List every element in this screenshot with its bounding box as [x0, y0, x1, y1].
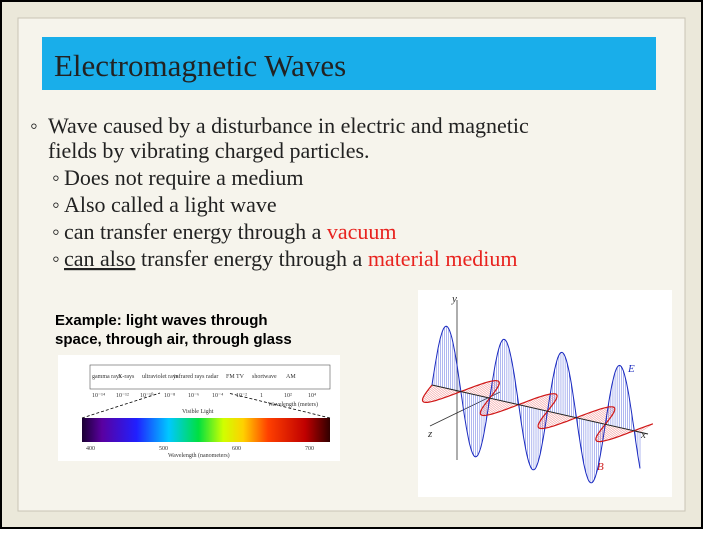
band-label: X-rays	[118, 374, 135, 380]
example-text: space, through air, through glass	[55, 331, 292, 348]
bullet-marker: ◦	[52, 219, 60, 244]
nm-tick: 600	[232, 446, 241, 452]
bullet-text: fields by vibrating charged particles.	[48, 138, 370, 163]
axis-label: x	[640, 429, 646, 441]
bullet-text: Wave caused by a disturbance in electric…	[48, 113, 529, 138]
band-label: infrared rays	[174, 373, 205, 380]
meter-tick: 10⁻⁶	[188, 393, 199, 399]
wave-image: y z x E B	[418, 290, 672, 497]
bullet-marker: ◦	[52, 246, 60, 271]
field-label: E	[627, 363, 635, 375]
band-label: TV	[236, 374, 245, 380]
meter-tick: 1	[260, 393, 263, 399]
band-label: shortwave	[252, 374, 277, 380]
image-bg	[58, 355, 340, 461]
nm-tick: 400	[86, 446, 95, 452]
bullet-marker: ◦	[52, 165, 60, 190]
highlight: vacuum	[327, 219, 397, 244]
bullet-marker: ◦	[30, 113, 38, 138]
highlight: material medium	[368, 246, 518, 271]
text-run: transfer energy through a	[135, 246, 367, 271]
page: {"slide": { "title": "Electromagnetic Wa…	[0, 0, 703, 529]
band-label: radar	[206, 374, 218, 380]
bullet-text: Also called a light wave	[64, 192, 277, 217]
title: Electromagnetic Waves	[54, 48, 346, 83]
underlined-run: can also	[64, 246, 135, 271]
visible-label: Visible Light	[182, 409, 214, 415]
slide: Electromagnetic Waves ◦ Wave caused by a…	[0, 0, 703, 529]
meter-tick: 10⁻²	[236, 393, 247, 399]
example-text: Example: light waves through	[55, 312, 268, 329]
band-label: FM	[226, 374, 235, 380]
axis-label: z	[427, 428, 433, 440]
nm-tick: 700	[305, 446, 314, 452]
meter-tick: 10⁻⁸	[164, 393, 175, 399]
text-run: can transfer energy through a	[64, 219, 327, 244]
axis-label: y	[451, 293, 457, 305]
meter-tick: 10⁻⁴	[212, 393, 223, 399]
bullet-text: can also transfer energy through a mater…	[64, 246, 517, 271]
bullet-marker: ◦	[52, 192, 60, 217]
meter-label: Wavelength (meters)	[268, 401, 318, 408]
band-label: AM	[286, 374, 296, 380]
bullet-text: can transfer energy through a vacuum	[64, 219, 397, 244]
meter-tick: 10⁻¹⁰	[140, 392, 154, 399]
meter-tick: 10⁴	[308, 393, 316, 399]
meter-tick: 10⁻¹⁴	[92, 393, 105, 399]
bullet-text: Does not require a medium	[64, 165, 304, 190]
nm-label: Wavelength (nanometers)	[168, 452, 230, 459]
meter-tick: 10²	[284, 393, 292, 399]
visible-spectrum	[82, 418, 330, 442]
nm-tick: 500	[159, 446, 168, 452]
meter-tick: 10⁻¹²	[116, 393, 129, 399]
